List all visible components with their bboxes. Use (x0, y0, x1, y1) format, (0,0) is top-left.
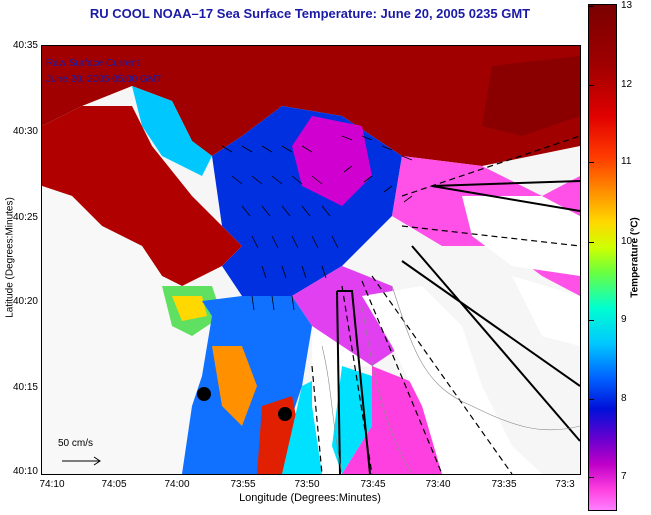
current-vectors (221, 135, 413, 311)
x-tick: 73:50 (294, 479, 320, 490)
colorbar-mark (588, 477, 594, 478)
y-tick: 40:35 (12, 40, 38, 51)
cloud-4 (512, 276, 580, 346)
land-northeast (482, 56, 580, 136)
colorbar-tick: 12 (621, 79, 633, 90)
cloud-1 (312, 326, 372, 474)
cloud-3 (462, 196, 580, 276)
y-tick: 40:25 (12, 212, 38, 223)
colorbar-tick: 7 (621, 471, 627, 482)
water-magenta-1 (292, 116, 372, 206)
colorbar-mark (588, 320, 594, 321)
survey-box-east (431, 180, 580, 212)
scale-arrow (62, 456, 101, 466)
colorbar-mark (588, 242, 594, 243)
contours (321, 285, 580, 474)
colorbar-tick: 13 (621, 0, 633, 11)
x-tick: 73:40 (425, 479, 451, 490)
colorbar-label: Temperature (°C) (629, 217, 641, 298)
y-tick: 40:30 (12, 126, 38, 137)
colorbar-tick: 11 (621, 156, 632, 167)
chart-title: RU COOL NOAA–17 Sea Surface Temperature:… (89, 6, 531, 21)
survey-box-diag (401, 245, 580, 442)
survey-lines (336, 180, 580, 474)
colorbar-mark (588, 162, 594, 163)
y-tick: 40:20 (12, 296, 38, 307)
y-tick: 40:15 (12, 382, 38, 393)
x-tick: 73:35 (491, 479, 517, 490)
station-dot-1 (197, 387, 211, 401)
y-axis-label: Latitude (Degrees:Minutes) (4, 197, 16, 318)
sst-map-svg (42, 46, 580, 474)
x-tick: 74:10 (39, 479, 65, 490)
cloud-2 (362, 286, 542, 474)
land-north (42, 46, 580, 166)
current-legend: Raw Surface Current June 20, 2005 05:00 … (46, 56, 162, 88)
survey-dashed (311, 135, 580, 474)
land-west (42, 106, 242, 286)
x-axis-label: Longitude (Degrees:Minutes) (239, 492, 381, 504)
colorbar-tick: 10 (621, 236, 633, 247)
x-tick: 73:45 (360, 479, 386, 490)
land-white (42, 186, 212, 474)
x-tick: 74:00 (164, 479, 190, 490)
sst-map (41, 45, 581, 475)
legend-line-2: June 20, 2005 05:00 GMT (46, 74, 163, 85)
station-dot-2 (278, 407, 292, 421)
x-tick: 74:05 (101, 479, 127, 490)
x-tick: 73:55 (230, 479, 256, 490)
x-tick: 73:3 (555, 479, 575, 490)
colorbar-tick: 8 (621, 393, 627, 404)
water-cyan (132, 86, 212, 176)
colorbar-mark (588, 399, 594, 400)
colorbar-mark (588, 85, 594, 86)
scale-label: 50 cm/s (58, 438, 94, 449)
water-coastal-orange (212, 346, 257, 426)
water-yellow (172, 296, 207, 321)
legend-line-1: Raw Surface Current (46, 58, 140, 69)
colorbar-mark (588, 6, 594, 7)
colorbar-tick: 9 (621, 314, 627, 325)
y-tick: 40:10 (12, 466, 38, 477)
survey-box-vert (336, 290, 371, 474)
colorbar (588, 4, 617, 511)
